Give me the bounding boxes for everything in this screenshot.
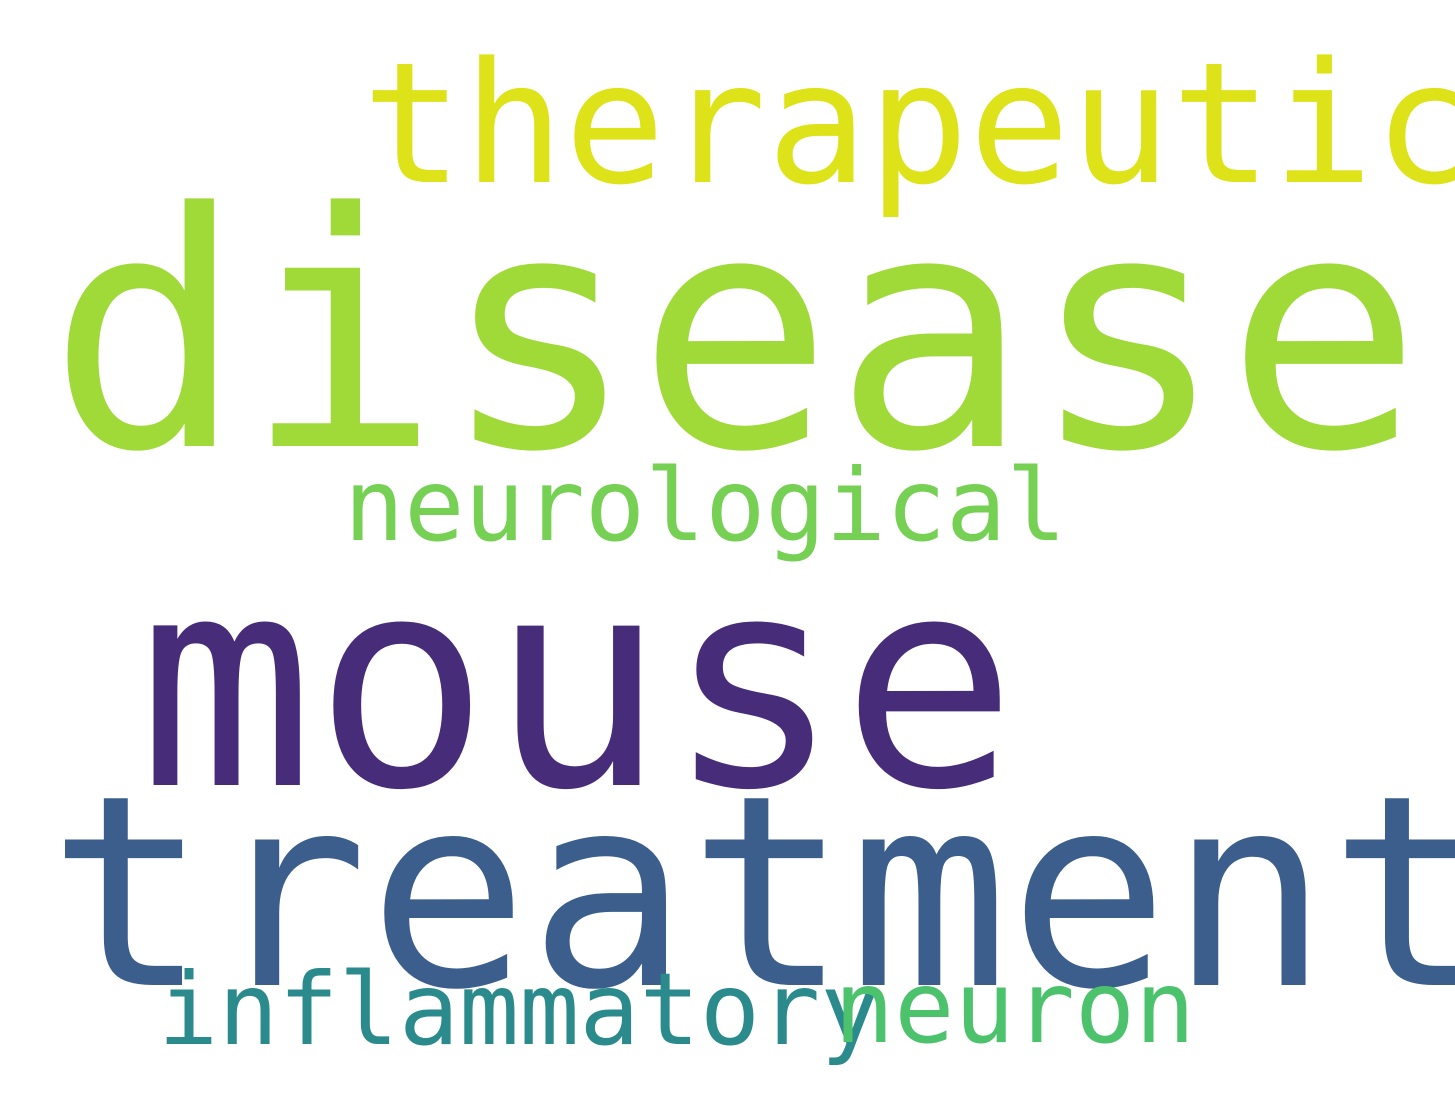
word-treatment: treatment (48, 738, 1455, 1048)
word-inflammatory: inflammatory (158, 951, 881, 1068)
word-disease: disease (48, 143, 1422, 523)
word-mouse: mouse (138, 514, 1017, 854)
word-therapeutic: therapeutic (362, 26, 1455, 222)
word-neuron: neuron (834, 949, 1196, 1066)
word-neurological: neurological (344, 447, 1067, 564)
